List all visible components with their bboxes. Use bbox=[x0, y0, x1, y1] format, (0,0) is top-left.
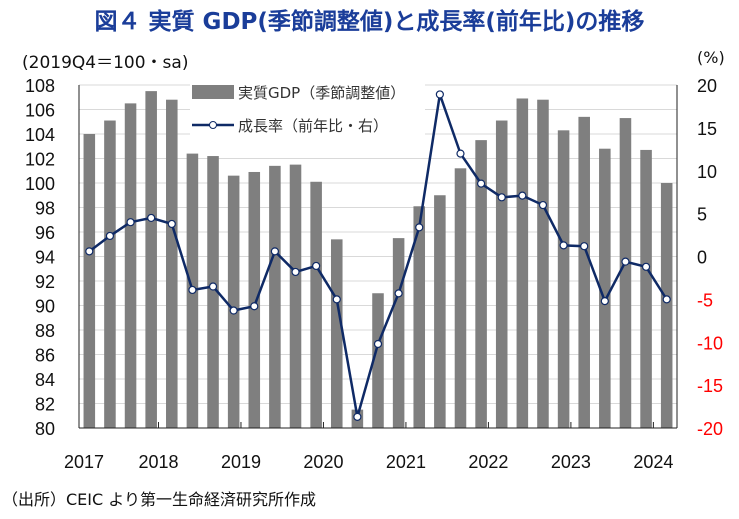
growth-point bbox=[291, 267, 300, 277]
growth-point bbox=[538, 200, 548, 210]
gdp-bar bbox=[83, 134, 96, 428]
growth-point bbox=[477, 179, 486, 188]
growth-point bbox=[188, 285, 197, 295]
x-tick-label: 2023 bbox=[551, 452, 591, 472]
left-tick-label: 98 bbox=[35, 199, 55, 219]
growth-point bbox=[85, 247, 94, 256]
gdp-bar bbox=[660, 183, 673, 428]
right-tick-label: 10 bbox=[697, 162, 717, 182]
growth-point bbox=[105, 231, 115, 241]
left-tick-label: 102 bbox=[25, 150, 55, 170]
source-note: （出所）CEIC より第一生命経済研究所作成 bbox=[2, 490, 316, 509]
left-tick-label: 100 bbox=[25, 174, 55, 194]
left-tick-label: 80 bbox=[35, 419, 55, 439]
gdp-bar bbox=[310, 181, 322, 428]
gdp-bar bbox=[495, 120, 508, 429]
legend-bar-swatch bbox=[192, 85, 234, 99]
gdp-bar bbox=[454, 168, 467, 429]
gdp-bar bbox=[537, 99, 549, 428]
x-tick-label: 2017 bbox=[64, 452, 104, 472]
x-tick-label: 2018 bbox=[138, 452, 178, 472]
x-tick-label: 2024 bbox=[633, 452, 673, 472]
growth-point bbox=[580, 242, 589, 251]
gdp-bar bbox=[207, 156, 219, 429]
growth-point bbox=[353, 412, 362, 421]
growth-point bbox=[126, 218, 135, 227]
growth-point bbox=[662, 295, 671, 304]
gdp-bar bbox=[227, 175, 240, 428]
growth-point bbox=[312, 261, 321, 271]
gdp-bar bbox=[124, 103, 137, 428]
growth-point bbox=[147, 213, 156, 223]
gdp-bar bbox=[269, 165, 281, 428]
right-tick-label: 15 bbox=[697, 119, 717, 139]
growth-point bbox=[229, 306, 238, 315]
right-tick-label: 20 bbox=[697, 76, 717, 96]
gdp-bar bbox=[599, 148, 611, 428]
left-tick-label: 90 bbox=[35, 297, 55, 317]
gdp-bar bbox=[640, 149, 652, 429]
right-tick-label: -15 bbox=[697, 376, 723, 396]
gdp-bar bbox=[578, 116, 590, 428]
gdp-bar bbox=[557, 130, 570, 428]
legend-line-marker bbox=[209, 121, 217, 129]
growth-point bbox=[332, 295, 341, 304]
gdp-bar bbox=[413, 206, 426, 428]
growth-point bbox=[621, 257, 630, 266]
right-tick-label: -5 bbox=[697, 290, 713, 310]
left-axis-unit: (2019Q4＝100・sa) bbox=[22, 53, 189, 73]
left-tick-label: 104 bbox=[25, 125, 55, 145]
x-tick-label: 2019 bbox=[221, 452, 261, 472]
gdp-bar bbox=[619, 118, 632, 428]
right-tick-label: -20 bbox=[697, 419, 723, 439]
left-tick-label: 92 bbox=[35, 272, 55, 292]
gdp-bar bbox=[145, 91, 157, 428]
growth-point bbox=[559, 241, 568, 250]
right-tick-label: 5 bbox=[697, 205, 707, 225]
growth-point bbox=[497, 193, 506, 202]
left-tick-label: 88 bbox=[35, 321, 55, 341]
growth-point bbox=[250, 302, 259, 311]
left-tick-label: 84 bbox=[35, 370, 55, 390]
x-tick-label: 2022 bbox=[468, 452, 508, 472]
gdp-bar bbox=[372, 293, 384, 428]
gdp-bar bbox=[166, 99, 178, 428]
growth-point bbox=[435, 90, 444, 99]
gdp-bar bbox=[516, 98, 529, 428]
growth-point bbox=[167, 219, 176, 229]
gdp-bar bbox=[104, 120, 116, 429]
growth-point bbox=[600, 296, 609, 306]
x-tick-label: 2021 bbox=[386, 452, 426, 472]
growth-point bbox=[415, 223, 424, 232]
x-tick-label: 2020 bbox=[303, 452, 343, 472]
gdp-bar bbox=[289, 164, 302, 428]
left-tick-label: 106 bbox=[25, 101, 55, 121]
growth-point bbox=[518, 191, 527, 200]
left-tick-label: 94 bbox=[35, 248, 55, 268]
left-tick-label: 86 bbox=[35, 346, 55, 366]
right-axis-unit: (%) bbox=[697, 48, 725, 67]
growth-point bbox=[270, 247, 279, 256]
legend: 実質GDP（季節調整値） 成長率（前年比・右） bbox=[190, 80, 425, 135]
gdp-bar bbox=[392, 238, 405, 428]
left-tick-label: 108 bbox=[25, 76, 55, 96]
gdp-bar bbox=[434, 195, 446, 428]
growth-point bbox=[208, 282, 218, 291]
legend-label-gdp: 実質GDP（季節調整値） bbox=[238, 84, 405, 102]
growth-point bbox=[641, 262, 651, 271]
gdp-bar bbox=[330, 239, 343, 428]
chart-title: 図４ 実質 GDP(季節調整値)と成長率(前年比)の推移 bbox=[94, 9, 645, 35]
gdp-bar bbox=[475, 140, 487, 428]
growth-point bbox=[456, 149, 465, 158]
gdp-bar bbox=[248, 171, 261, 428]
legend-label-growth: 成長率（前年比・右） bbox=[238, 117, 388, 135]
left-tick-label: 82 bbox=[35, 395, 55, 415]
right-tick-label: 0 bbox=[697, 248, 707, 268]
growth-point bbox=[394, 289, 403, 298]
right-tick-label: -10 bbox=[697, 333, 723, 353]
left-tick-label: 96 bbox=[35, 223, 55, 243]
growth-point bbox=[373, 339, 383, 349]
